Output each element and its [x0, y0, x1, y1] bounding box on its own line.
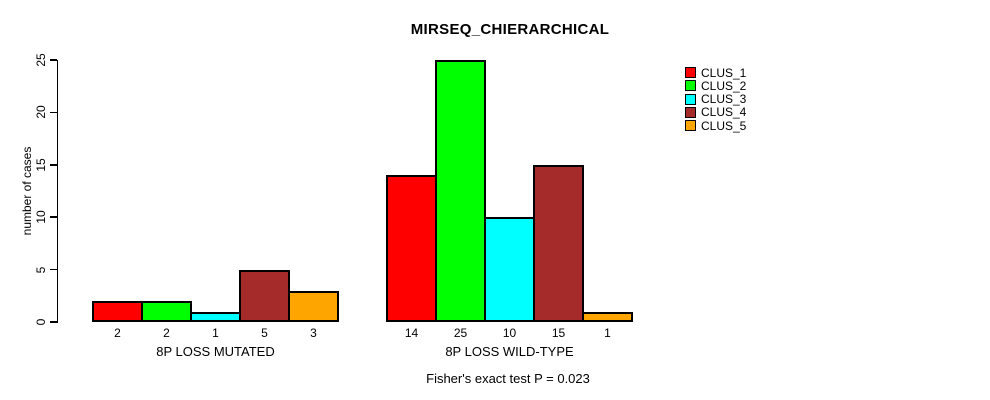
bar-value-label: 1	[212, 326, 219, 340]
bar	[484, 217, 535, 322]
y-axis-label: number of cases	[20, 146, 34, 236]
y-tick-mark	[49, 164, 57, 166]
y-tick-label: 15	[34, 158, 48, 172]
bar-value-label: 5	[261, 326, 268, 340]
legend-label: CLUS_1	[701, 65, 747, 80]
bar	[190, 311, 241, 322]
y-tick-mark	[49, 321, 57, 323]
y-tick-mark	[49, 59, 57, 61]
bar	[239, 269, 290, 322]
y-tick-label: 0	[34, 318, 48, 326]
y-tick-mark	[49, 216, 57, 218]
y-tick-mark	[49, 268, 57, 271]
bar-value-label: 10	[502, 326, 517, 340]
legend-swatch	[685, 80, 696, 92]
legend-label: CLUS_2	[701, 78, 747, 93]
legend-swatch	[685, 93, 696, 105]
y-tick-label: 5	[34, 266, 48, 273]
y-axis-line	[56, 60, 58, 323]
bar	[92, 301, 143, 322]
legend-swatch	[685, 120, 696, 131]
legend-label: CLUS_5	[701, 118, 747, 133]
bar-value-label: 25	[453, 326, 468, 340]
bar	[288, 290, 339, 322]
group-axis-label: 8P LOSS WILD-TYPE	[445, 344, 574, 359]
bar-value-label: 15	[551, 326, 566, 340]
bar	[533, 164, 584, 322]
bar-value-label: 3	[310, 326, 317, 340]
legend-label: CLUS_3	[701, 92, 747, 106]
bar-value-label: 14	[404, 326, 419, 340]
y-tick-label: 25	[34, 53, 48, 67]
bar	[435, 60, 486, 322]
chart-title: MIRSEQ_CHIERARCHICAL	[410, 21, 610, 38]
legend-label: CLUS_4	[701, 105, 747, 120]
y-tick-mark	[49, 111, 57, 114]
bar-value-label: 1	[604, 326, 611, 340]
legend-swatch	[685, 67, 696, 78]
group-axis-label: 8P LOSS MUTATED	[156, 344, 275, 359]
legend-swatch	[685, 106, 696, 118]
y-tick-label: 10	[34, 210, 48, 224]
bar	[141, 301, 192, 322]
bar	[582, 311, 633, 322]
y-tick-label: 20	[34, 105, 48, 120]
footnote-fisher-test: Fisher's exact test P = 0.023	[426, 371, 590, 386]
bar-value-label: 2	[114, 326, 121, 340]
bar-value-label: 2	[163, 326, 170, 340]
bar	[386, 175, 437, 322]
